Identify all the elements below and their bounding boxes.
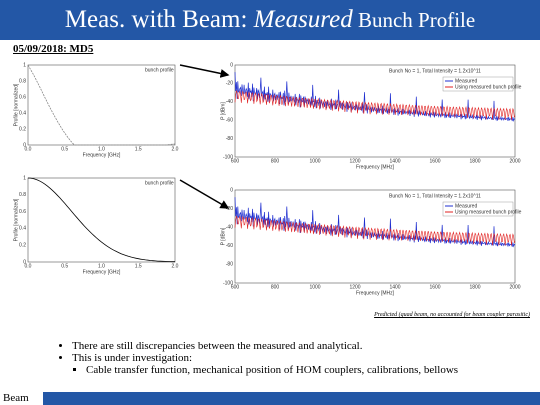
plot-frame bbox=[27, 177, 176, 263]
title-bar: Meas. with Beam: Measured Bunch Profile bbox=[0, 0, 540, 40]
x-tick-label: 1000 bbox=[309, 284, 320, 290]
y-tick-label: -40 bbox=[226, 99, 233, 105]
legend-entry: bunch profile bbox=[145, 180, 174, 186]
legend-entry: Measured bbox=[455, 78, 477, 84]
x-axis-label: Frequency [MHz] bbox=[356, 164, 395, 170]
sub-bullets: Cable transfer function, mechanical posi… bbox=[72, 364, 458, 376]
profile-curve bbox=[27, 64, 176, 146]
y-axis-label: Profile [normalized] bbox=[13, 83, 19, 126]
x-tick-label: 1400 bbox=[389, 284, 400, 290]
footer-text: Beam bbox=[0, 392, 43, 405]
y-tick-label: -20 bbox=[226, 81, 233, 87]
x-tick-label: 1.0 bbox=[98, 146, 105, 152]
y-tick-label: 0.2 bbox=[19, 243, 26, 249]
profile-curve bbox=[27, 177, 175, 263]
y-tick-label: 0 bbox=[230, 187, 233, 193]
title-italic: Measured bbox=[253, 6, 353, 33]
x-tick-label: 0.5 bbox=[61, 263, 68, 269]
x-tick-label: 0.0 bbox=[25, 263, 32, 269]
y-tick-label: -20 bbox=[226, 206, 233, 212]
y-axis-label: P [dBm] bbox=[220, 102, 226, 120]
x-tick-label: 0.5 bbox=[61, 146, 68, 152]
bullets: There are still discrepancies between th… bbox=[50, 340, 458, 376]
y-tick-label: -100 bbox=[223, 154, 233, 160]
y-axis-label: P [dBm] bbox=[220, 227, 226, 245]
y-tick-label: 1 bbox=[23, 62, 26, 68]
spectrum-title: Bunch No = 1, Total Intensity = 1.2x10^1… bbox=[389, 193, 481, 199]
x-tick-label: 0.0 bbox=[25, 146, 32, 152]
x-tick-label: 1200 bbox=[349, 158, 360, 164]
bullet: There are still discrepancies between th… bbox=[72, 340, 458, 352]
bullet: This is under investigation: bbox=[72, 352, 458, 364]
x-tick-label: 600 bbox=[231, 158, 240, 164]
y-tick-label: -80 bbox=[226, 262, 233, 268]
x-tick-label: 1.0 bbox=[98, 263, 105, 269]
x-axis-label: Frequency [GHz] bbox=[83, 152, 121, 158]
x-tick-label: 2.0 bbox=[172, 263, 179, 269]
y-tick-label: -60 bbox=[226, 243, 233, 249]
x-tick-label: 1400 bbox=[389, 158, 400, 164]
y-tick-label: -80 bbox=[226, 136, 233, 142]
measured-spectrum bbox=[234, 72, 516, 123]
y-tick-label: -100 bbox=[223, 280, 233, 286]
y-tick-label: -40 bbox=[226, 225, 233, 231]
y-tick-label: 0 bbox=[23, 142, 26, 148]
y-tick-label: -60 bbox=[226, 118, 233, 124]
x-tick-label: 800 bbox=[271, 158, 280, 164]
x-tick-label: 2.0 bbox=[172, 146, 179, 152]
title: Meas. with Beam: bbox=[64, 6, 254, 33]
x-tick-label: 1600 bbox=[429, 158, 440, 164]
y-tick-label: 0 bbox=[230, 62, 233, 68]
x-axis-label: Frequency [GHz] bbox=[83, 269, 121, 275]
plot-frame bbox=[27, 64, 176, 146]
y-tick-label: 1 bbox=[23, 175, 26, 181]
legend-entry: Using measured bunch profile bbox=[455, 84, 522, 90]
x-tick-label: 1800 bbox=[469, 158, 480, 164]
x-tick-label: 1.5 bbox=[135, 146, 142, 152]
x-tick-label: 2000 bbox=[509, 158, 520, 164]
y-tick-label: 0.6 bbox=[19, 209, 26, 215]
title-rest: Bunch Profile bbox=[352, 8, 476, 32]
y-tick-label: 0.2 bbox=[19, 126, 26, 132]
x-tick-label: 1600 bbox=[429, 284, 440, 290]
measured-spectrum bbox=[234, 197, 516, 248]
sub-bullet: Cable transfer function, mechanical posi… bbox=[86, 364, 458, 376]
y-tick-label: 0 bbox=[23, 259, 26, 265]
x-axis-label: Frequency [MHz] bbox=[356, 290, 395, 296]
legend-box bbox=[442, 76, 514, 92]
y-tick-label: 0.4 bbox=[19, 226, 26, 232]
y-tick-label: 0.8 bbox=[19, 192, 26, 198]
legend-entry: Using measured bunch profile bbox=[455, 209, 522, 215]
x-tick-label: 1800 bbox=[469, 284, 480, 290]
legend-entry: Measured bbox=[455, 203, 477, 209]
legend-entry: bunch profile bbox=[145, 67, 174, 73]
date: 05/09/2018: MD5 bbox=[13, 43, 94, 55]
predicted-spectrum bbox=[234, 215, 516, 246]
y-tick-label: 0.6 bbox=[19, 94, 26, 100]
arrow bbox=[179, 64, 230, 78]
predicted-spectrum bbox=[234, 89, 516, 120]
legend-box bbox=[442, 201, 514, 217]
x-tick-label: 1.5 bbox=[135, 263, 142, 269]
arrow bbox=[179, 179, 230, 209]
x-tick-label: 1200 bbox=[349, 284, 360, 290]
y-tick-label: 0.4 bbox=[19, 110, 26, 116]
x-tick-label: 1000 bbox=[309, 158, 320, 164]
y-tick-label: 0.8 bbox=[19, 78, 26, 84]
spectrum-title: Bunch No = 1, Total Intensity = 1.2x10^1… bbox=[389, 68, 481, 74]
x-tick-label: 2000 bbox=[509, 284, 520, 290]
y-axis-label: Profile [normalized] bbox=[13, 198, 19, 241]
x-tick-label: 800 bbox=[271, 284, 280, 290]
x-tick-label: 600 bbox=[231, 284, 240, 290]
footer-bar: Beam bbox=[0, 392, 540, 405]
caption: Predicted (quad beam, no accounted for b… bbox=[374, 312, 530, 318]
